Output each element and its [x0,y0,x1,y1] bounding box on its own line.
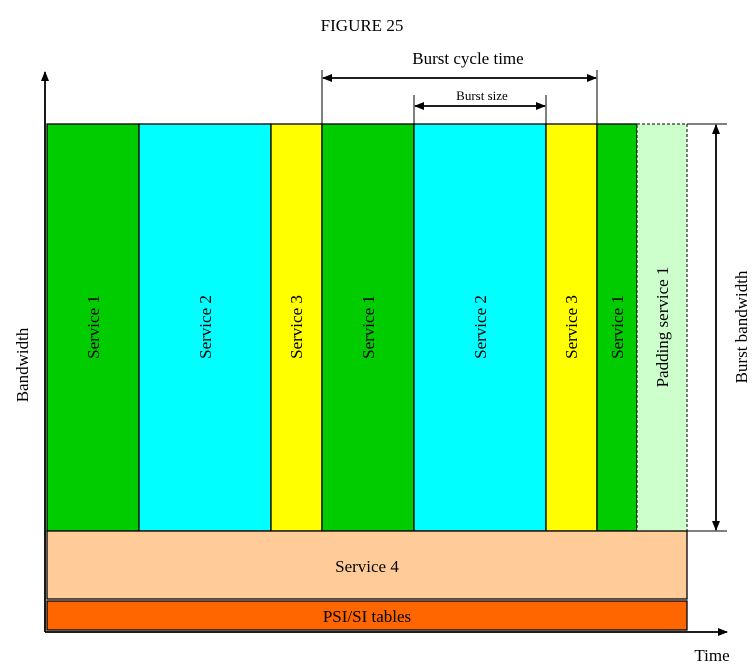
burst-block-6 [545,123,598,532]
burst-block-2 [138,123,272,532]
burst-label-6: Service 3 [562,295,581,359]
service4-label: Service 4 [335,557,399,576]
y-axis-label: Bandwidth [13,327,32,402]
burst-label-4: Service 1 [359,295,378,359]
burst-block-1 [46,123,140,532]
burst-bandwidth-label: Burst bandwidth [732,270,751,383]
x-axis-label: Time [694,646,729,665]
burst-blocks [46,123,688,532]
burst-size-label: Burst size [456,88,508,103]
burst-label-2: Service 2 [196,295,215,359]
burst-label-5: Service 2 [471,295,490,359]
burst-cycle-label: Burst cycle time [412,49,523,68]
psi-si-label: PSI/SI tables [323,607,411,626]
burst-block-4 [321,123,415,532]
burst-label-3: Service 3 [287,295,306,359]
psi-si-band [46,600,688,631]
burst-label-7: Service 1 [608,295,627,359]
service4-band [46,530,688,600]
burst-block-7 [596,123,638,532]
burst-label-8: Padding service 1 [653,267,672,388]
burst-block-8 [636,123,688,532]
burst-block-3 [270,123,323,532]
figure-title: FIGURE 25 [321,16,404,35]
burst-labels: Service 1 Service 2 Service 3 Service 1 … [84,267,672,388]
burst-label-1: Service 1 [84,295,103,359]
